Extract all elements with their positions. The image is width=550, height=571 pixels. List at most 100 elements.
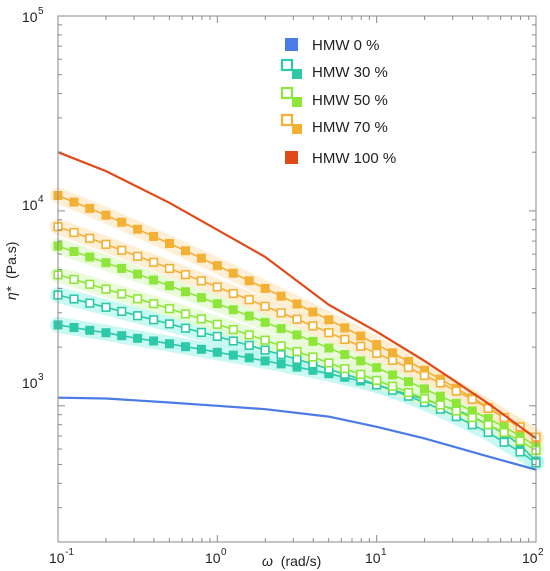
marker-open-hmw-70 <box>196 276 207 286</box>
marker-open-hmw-70 <box>308 321 318 331</box>
marker-filled-hmw-50 <box>292 330 302 340</box>
marker-filled-hmw-70 <box>356 331 366 341</box>
marker-open-hmw-50 <box>372 375 382 386</box>
marker-open-hmw-50 <box>324 358 334 368</box>
marker-filled-hmw-30 <box>149 336 159 346</box>
legend-entry-hmw-50: HMW 50 % <box>280 86 388 109</box>
marker-filled-hmw-50 <box>181 287 190 297</box>
marker-open-hmw-50 <box>85 279 95 289</box>
marker-filled-hmw-70 <box>101 210 111 220</box>
marker-open-hmw-50 <box>308 352 318 362</box>
marker-open-hmw-50 <box>69 274 79 285</box>
y-tick-exp: 5 <box>38 6 44 17</box>
y-axis-symbol: η* <box>3 286 19 300</box>
svg-text:η* (Pa.s): η* (Pa.s) <box>3 242 19 300</box>
marker-open-hmw-70 <box>180 269 191 280</box>
legend-label-hmw-70: HMW 70 % <box>312 119 388 136</box>
marker-open-hmw-70 <box>356 341 366 351</box>
marker-filled-hmw-50 <box>85 252 95 262</box>
x-tick-base: 10 <box>49 550 65 566</box>
marker-filled-hmw-50 <box>133 269 143 279</box>
marker-filled-hmw-70 <box>388 348 398 358</box>
y-axis-unit: (Pa.s) <box>3 242 19 279</box>
x-tick-label-1e-1: 10 -1 <box>49 547 74 566</box>
marker-filled-hmw-50 <box>212 299 222 309</box>
marker-open-hmw-50 <box>499 427 509 438</box>
marker-open-hmw-70 <box>149 257 159 267</box>
marker-open-hmw-70 <box>467 394 477 404</box>
marker-filled-hmw-50 <box>149 275 159 285</box>
marker-filled-hmw-50 <box>372 363 382 373</box>
marker-open-hmw-50 <box>101 284 111 294</box>
marker-open-hmw-50 <box>117 289 127 299</box>
marker-filled-hmw-50 <box>404 377 413 387</box>
marker-open-hmw-70 <box>403 362 414 373</box>
marker-filled-hmw-70 <box>149 231 159 241</box>
marker-filled-hmw-30 <box>292 362 302 372</box>
marker-filled-hmw-70 <box>69 197 79 207</box>
marker-filled-hmw-70 <box>165 239 174 248</box>
marker-open-hmw-30 <box>149 315 159 325</box>
marker-filled-hmw-50 <box>467 406 477 416</box>
y-axis-label: η* (Pa.s) <box>3 242 19 300</box>
marker-filled-hmw-30 <box>117 331 127 341</box>
x-tick-exp: 2 <box>538 547 544 558</box>
marker-filled-hmw-70 <box>181 246 190 256</box>
y-tick-base: 10 <box>22 197 38 213</box>
legend-swatch-hmw-100 <box>285 151 298 164</box>
marker-open-hmw-70 <box>117 245 127 255</box>
marker-filled-hmw-70 <box>372 340 382 350</box>
marker-open-hmw-30 <box>276 349 286 360</box>
y-tick-label-1e5: 10 5 <box>22 6 44 25</box>
series-line-hmw-100 <box>57 151 537 440</box>
marker-filled-hmw-50 <box>499 422 509 432</box>
y-tick-exp: 3 <box>38 372 44 383</box>
marker-open-hmw-50 <box>164 304 175 314</box>
y-tick-base: 10 <box>22 375 38 391</box>
marker-open-hmw-70 <box>260 301 270 311</box>
x-tick-label-1e0: 10 0 <box>205 547 227 566</box>
marker-filled-hmw-70 <box>228 268 238 278</box>
legend-label-hmw-100: HMW 100 % <box>312 150 396 167</box>
x-axis-unit: (rad/s) <box>281 553 321 569</box>
marker-filled-hmw-30 <box>276 359 286 369</box>
x-tick-base: 10 <box>205 550 221 566</box>
marker-filled-hmw-30 <box>165 339 174 349</box>
marker-open-hmw-50 <box>483 420 493 430</box>
legend-swatch-hmw-50-open <box>280 86 294 100</box>
marker-open-hmw-30 <box>483 427 493 438</box>
marker-open-hmw-70 <box>164 263 175 274</box>
x-tick-exp: 1 <box>381 547 387 558</box>
plot-frame <box>57 15 537 543</box>
marker-filled-hmw-50 <box>260 317 270 327</box>
marker-filled-hmw-50 <box>451 398 461 408</box>
marker-filled-hmw-30 <box>308 365 318 375</box>
marker-filled-hmw-50 <box>356 356 366 366</box>
svg-text:ω (rad/s): ω (rad/s) <box>262 553 321 569</box>
marker-filled-hmw-50 <box>435 391 445 401</box>
marker-filled-hmw-50 <box>308 336 318 346</box>
legend-entry-hmw-0: HMW 0 % <box>285 37 380 54</box>
marker-open-hmw-30 <box>117 306 127 317</box>
marker-open-hmw-70 <box>340 334 350 345</box>
legend-entry-hmw-100: HMW 100 % <box>285 150 396 167</box>
y-tick-base: 10 <box>22 9 38 25</box>
marker-filled-hmw-30 <box>85 325 95 335</box>
x-tick-label-1e2: 10 2 <box>522 547 544 566</box>
marker-filled-hmw-70 <box>292 299 302 309</box>
marker-open-hmw-50 <box>292 346 302 357</box>
marker-open-hmw-30 <box>228 336 238 346</box>
marker-open-hmw-50 <box>149 299 159 309</box>
marker-open-hmw-50 <box>212 319 222 329</box>
marker-open-hmw-70 <box>133 251 143 261</box>
marker-open-hmw-70 <box>419 370 430 381</box>
marker-filled-hmw-30 <box>244 353 254 363</box>
legend-swatch-hmw-30-filled <box>292 69 302 79</box>
marker-open-hmw-30 <box>196 327 207 338</box>
marker-open-hmw-30 <box>85 298 95 308</box>
x-tick-exp: 0 <box>221 547 227 558</box>
marker-open-hmw-70 <box>69 227 79 238</box>
marker-open-hmw-70 <box>387 355 398 366</box>
marker-open-hmw-50 <box>419 393 430 404</box>
marker-open-hmw-50 <box>387 381 398 391</box>
